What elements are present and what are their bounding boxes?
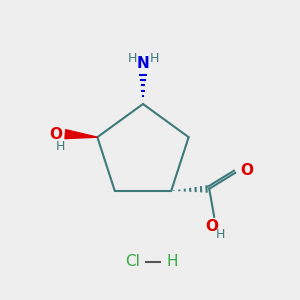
Text: H: H xyxy=(215,228,225,241)
Text: H: H xyxy=(127,52,137,65)
Text: N: N xyxy=(136,56,149,71)
Polygon shape xyxy=(65,130,97,139)
Text: H: H xyxy=(149,52,159,65)
Text: Cl: Cl xyxy=(125,254,140,269)
Text: O: O xyxy=(240,163,253,178)
Text: H: H xyxy=(56,140,65,153)
Text: H: H xyxy=(166,254,178,269)
Text: O: O xyxy=(206,219,219,234)
Text: O: O xyxy=(49,127,62,142)
